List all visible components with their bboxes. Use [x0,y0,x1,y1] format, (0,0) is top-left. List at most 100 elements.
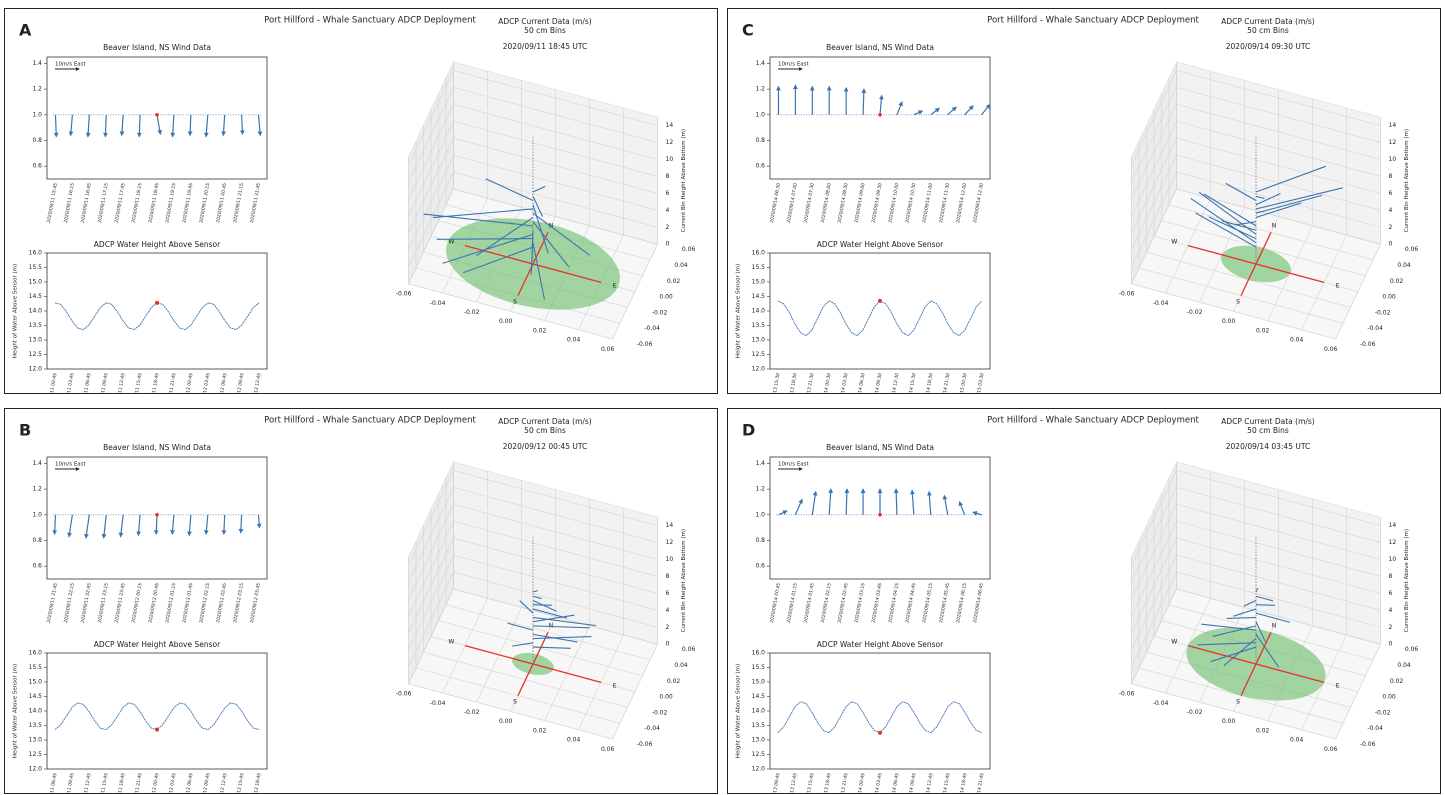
wind-arrow [170,114,176,138]
wind-arrow [136,114,142,138]
current-vector [463,246,534,274]
wall-grid-line [1176,537,1381,594]
wall-grid-line [1131,487,1177,583]
chart-date: 2020/09/11 18:45 UTC [503,42,587,51]
x-tick-label: 0.06 [601,346,615,353]
x-tick-label: 2020/09/11 16:45 [80,182,93,223]
highlight-marker [155,112,159,117]
wall-grid-line [453,188,658,245]
x-tick-label: 2020/09/11 06:45 [80,372,93,393]
x-tick-label: 2020/09/14 00:45 [854,772,867,793]
y-tick-label: 12.0 [752,366,766,373]
x-tick-label: 2020/09/14 05:15 [921,582,934,623]
wind-arrow [85,114,91,138]
x-tick-label: 0.02 [1256,327,1270,334]
x-tick-label: 2020/09/11 15:45 [46,182,59,223]
wind-arrow [778,510,788,516]
wall-grid-line [1131,521,1177,617]
x-tick-label: 2020/09/14 06:45 [972,582,985,623]
wind-arrow [221,114,226,137]
y-tick-label: 1.4 [32,460,42,467]
current-vector [512,642,534,647]
z-tick-label: 2 [1389,224,1393,231]
y-tick-label: 13.0 [29,737,43,744]
z-tick-label: 4 [666,207,670,214]
z-tick-label: 10 [1389,556,1397,563]
x-tick-label: 2020/09/14 02:15 [820,582,833,623]
panel-title: Port Hillford - Whale Sanctuary ADCP Dep… [264,16,476,26]
current-vector [1221,220,1257,231]
y-tick-label: 0.06 [1405,246,1419,253]
y-tick-label: 0.06 [1405,646,1419,653]
panel: Port Hillford - Whale Sanctuary ADCP Dep… [727,8,1441,394]
wall-grid-line [453,520,658,577]
y-tick-label: 12.5 [29,751,43,758]
x-tick-label: 2020/09/11 06:45 [46,772,59,793]
x-tick-label: -0.02 [1187,309,1203,316]
z-tick-label: 4 [1389,607,1393,614]
x-tick-label: 2020/09/11 19:15 [164,182,177,223]
wall-grid-line [408,87,454,183]
current-vector [507,622,534,631]
x-tick-label: 2020/09/13 15:45 [803,772,816,793]
y-tick-label: 15.0 [752,279,766,286]
current-vector [532,616,597,627]
y-tick-label: 16.0 [752,250,766,257]
y-tick-label: 0.6 [755,163,765,170]
wall-grid-line [1176,154,1381,211]
current-vector [1233,608,1257,617]
panel: Port Hillford - Whale Sanctuary ADCP Dep… [4,408,718,794]
x-tick-label: 2020/09/14 09:00 [854,182,867,223]
compass-label: E [1336,683,1340,690]
y-tick-label: -0.06 [1360,741,1376,748]
wall-grid-line [1176,87,1381,143]
x-tick-label: 2020/09/14 11:30 [938,182,951,223]
key-label: 10m/s East [778,62,810,68]
z-tick-label: 0 [1389,641,1393,648]
panel-canvas: Port Hillford - Whale Sanctuary ADCP Dep… [736,16,1419,394]
y-tick-label: 1.0 [755,111,765,118]
x-tick-label: 2020/09/12 01:15 [164,582,177,623]
wind-arrow [153,514,159,536]
x-tick-label: 0.02 [533,727,547,734]
y-tick-label: 1.2 [32,86,42,93]
y-tick-label: 13.5 [752,322,766,329]
x-tick-label: 2020/09/14 12:00 [955,182,968,223]
current-vector [532,633,578,643]
x-tick-label: 2020/09/11 20:15 [198,182,211,223]
wind-arrow [947,106,957,116]
current-vector [442,233,534,264]
y-tick-label: -0.02 [652,309,668,316]
x-tick-label: 2020/09/11 12:45 [80,772,93,793]
y-axis-label: Height of Water Above Sensor (m) [736,664,742,758]
x-tick-label: 2020/09/14 06:45 [888,772,901,793]
plot-frame [46,252,268,370]
wall-grid-line [1176,554,1381,611]
x-tick-label: -0.04 [1153,700,1169,707]
y-tick-label: 12.0 [29,766,43,773]
wall-grid-line [453,588,658,645]
x-tick-label: 2020/09/11 20:45 [215,182,228,223]
current-vector [1226,616,1257,619]
plot-frame [769,456,991,580]
x-tick-label: 2020/09/11 15:45 [97,772,110,793]
y-tick-label: 0.04 [674,262,688,269]
panel: Port Hillford - Whale Sanctuary ADCP Dep… [727,408,1441,794]
z-tick-label: 6 [666,190,670,197]
wind-arrow [204,514,209,536]
x-tick-label: 2020/09/14 00:45 [769,582,782,623]
panel-title: Port Hillford - Whale Sanctuary ADCP Dep… [264,416,476,426]
x-tick-label: 2020/09/11 09:45 [97,372,110,393]
plot-frame [769,252,991,370]
x-tick-label: 2020/09/11 17:15 [97,182,110,223]
y-tick-label: 1.2 [755,86,765,93]
y-tick-label: 0.04 [1397,662,1411,669]
wall-grid-line [1176,171,1381,228]
wall-grid-line [408,121,454,217]
wall-grid-line [1176,104,1381,160]
z-tick-label: 8 [1389,173,1393,180]
wall-grid-line [1131,188,1177,284]
wind-arrow [257,114,263,137]
current-vector [1255,604,1275,606]
x-tick-label: 0.04 [567,737,581,744]
